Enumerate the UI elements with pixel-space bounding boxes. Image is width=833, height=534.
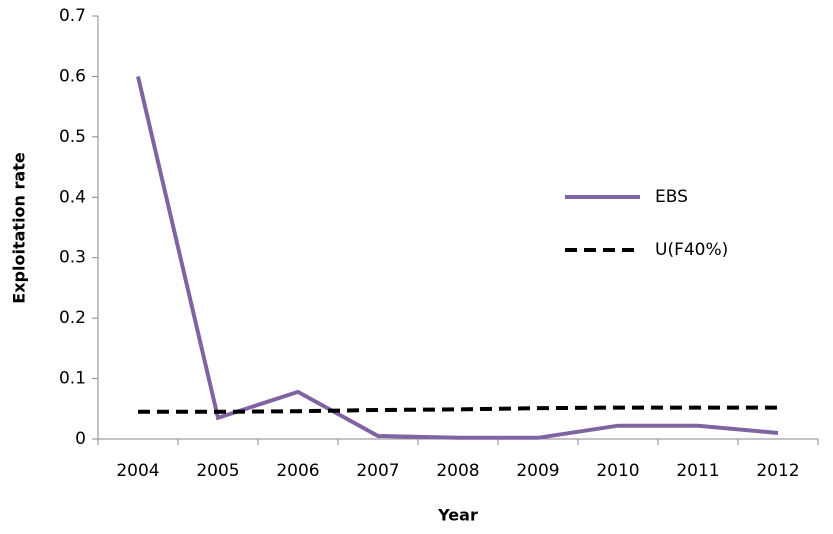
y-tick-label: 0.6	[59, 66, 86, 86]
y-tick-label: 0.1	[59, 369, 86, 389]
x-tick-label: 2004	[116, 461, 159, 481]
x-axis-title: Year	[437, 506, 478, 525]
x-tick-label: 2005	[196, 461, 239, 481]
x-tick-label: 2010	[596, 461, 639, 481]
y-tick-label: 0.7	[59, 6, 86, 26]
x-tick-label: 2009	[516, 461, 559, 481]
x-tick-label: 2011	[676, 461, 719, 481]
y-tick-label: 0	[75, 429, 86, 449]
y-tick-label: 0.5	[59, 127, 86, 147]
x-tick-label: 2012	[756, 461, 799, 481]
series-line	[138, 405, 778, 414]
x-tick-label: 2007	[356, 461, 399, 481]
y-tick-label: 0.3	[59, 248, 86, 268]
y-axis-title: Exploitation rate	[10, 152, 29, 304]
legend-label: EBS	[655, 187, 688, 207]
y-tick-label: 0.4	[59, 187, 86, 207]
x-tick-label: 2008	[436, 461, 479, 481]
series-line	[136, 75, 779, 440]
legend-label: U(F40%)	[655, 240, 728, 260]
y-tick-label: 0.2	[59, 308, 86, 328]
x-tick-label: 2006	[276, 461, 319, 481]
